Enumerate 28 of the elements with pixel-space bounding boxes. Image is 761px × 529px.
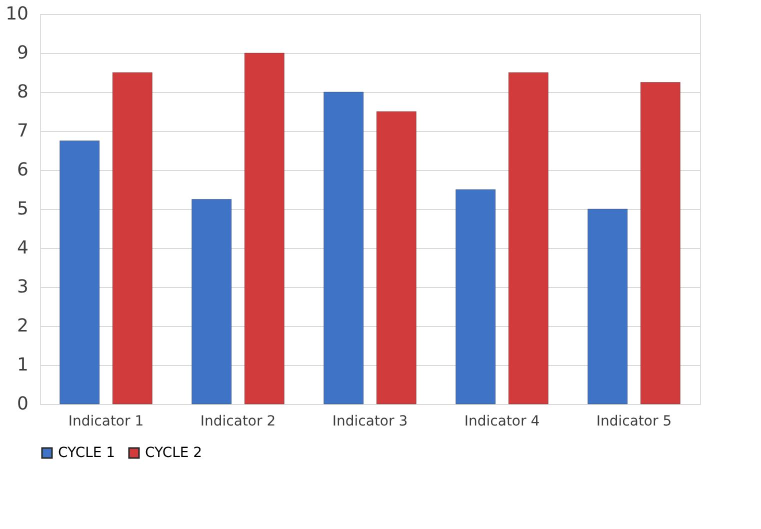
bar bbox=[324, 92, 364, 404]
y-tick-label: 0 bbox=[17, 394, 28, 414]
bar bbox=[376, 111, 416, 404]
y-tick-label: 3 bbox=[17, 276, 28, 298]
x-tick-label: Indicator 2 bbox=[200, 414, 276, 430]
bar bbox=[112, 72, 152, 404]
y-tick-label: 5 bbox=[17, 198, 28, 220]
x-tick-label: Indicator 3 bbox=[332, 414, 408, 430]
y-tick-label: 10 bbox=[6, 4, 28, 24]
y-tick-label: 7 bbox=[17, 120, 28, 142]
bar bbox=[456, 189, 496, 404]
bar bbox=[640, 82, 680, 404]
y-tick-label: 8 bbox=[17, 82, 28, 102]
legend-label: CYCLE 2 bbox=[145, 445, 202, 461]
bar bbox=[508, 72, 548, 404]
y-tick-label: 4 bbox=[17, 238, 28, 258]
x-tick-label: Indicator 1 bbox=[68, 414, 144, 430]
y-tick-label: 9 bbox=[17, 42, 28, 64]
x-tick-label: Indicator 5 bbox=[596, 414, 672, 430]
y-tick-label: 1 bbox=[17, 354, 28, 376]
y-tick-label: 6 bbox=[17, 160, 28, 180]
bar bbox=[588, 208, 628, 404]
bar bbox=[244, 52, 284, 404]
bar bbox=[60, 140, 100, 404]
y-tick-label: 2 bbox=[17, 316, 28, 336]
legend-label: CYCLE 1 bbox=[58, 445, 116, 461]
bar bbox=[192, 199, 232, 404]
x-tick-label: Indicator 4 bbox=[464, 414, 540, 430]
